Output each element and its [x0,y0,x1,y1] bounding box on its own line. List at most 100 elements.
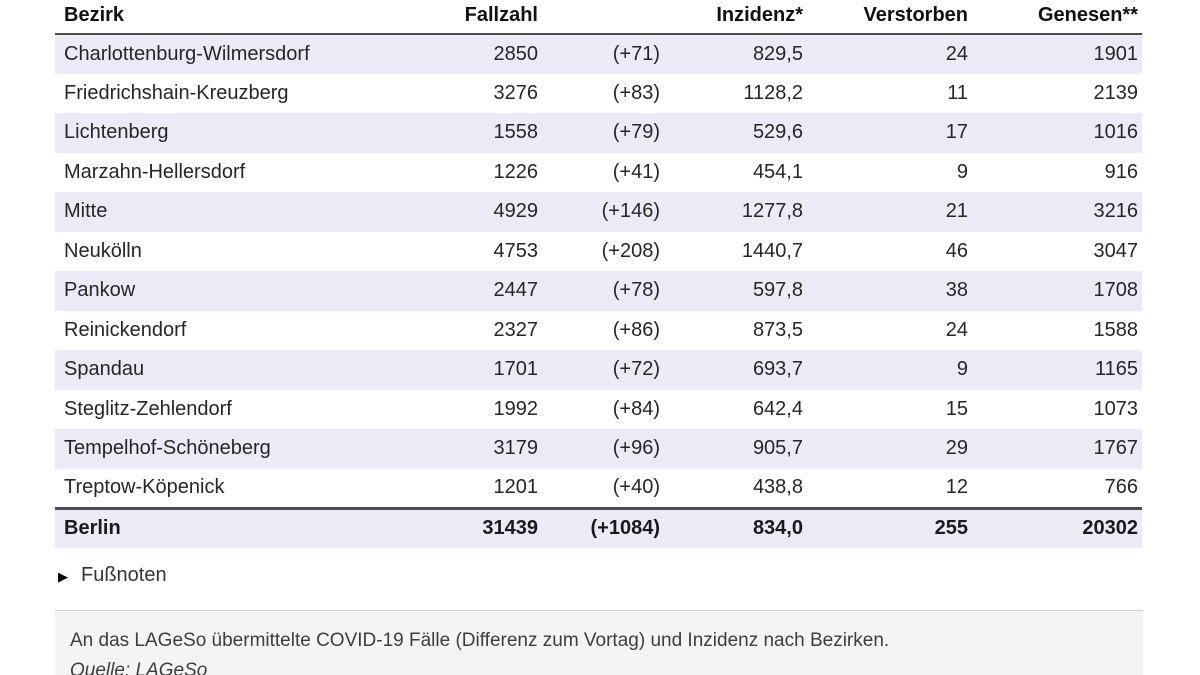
bezirk-cell: Mitte [55,192,412,232]
fallzahl-cell: 1992 [493,397,539,420]
fallzahl-cell: 1226 [493,160,539,183]
inzidenz-cell: 438,8 [752,476,803,498]
inzidenz-cell: 597,8 [664,271,807,311]
verstorben-cell: 29 [807,429,972,469]
genesen-cell: 1901 [972,34,1142,74]
fallzahl-cell: 31439 [412,506,542,548]
genesen-cell: 2139 [1093,81,1139,104]
fallzahl-cell: 1701 [412,350,542,390]
bezirk-cell: Reinickendorf [64,318,187,341]
header-bezirk: Bezirk [55,0,412,35]
diff-cell: (+208) [601,239,660,262]
diff-cell: (+71) [542,34,664,74]
header-verstorben: Verstorben [807,0,972,35]
fallzahl-cell: 2327 [493,318,539,341]
verstorben-cell: 12 [945,476,968,498]
diff-cell: (+79) [542,113,664,153]
inzidenz-cell: 905,7 [664,429,807,469]
inzidenz-cell: 529,6 [664,113,807,153]
fallzahl-cell: 3179 [412,429,542,469]
genesen-cell: 20302 [972,506,1142,548]
inzidenz-cell: 873,5 [752,318,803,341]
caption-description: An das LAGeSo übermittelte COVID-19 Fäll… [70,629,890,651]
figure-caption: An das LAGeSo übermittelte COVID-19 Fäll… [55,609,1143,675]
bezirk-cell: Charlottenburg-Wilmersdorf [55,34,412,74]
genesen-cell: 3216 [972,192,1142,232]
genesen-cell: 766 [1104,476,1138,498]
verstorben-cell: 11 [947,81,968,104]
inzidenz-cell: 693,7 [664,350,807,390]
diff-cell: (+84) [612,397,660,420]
diff-cell: (+41) [612,160,660,183]
genesen-cell: 1708 [972,271,1142,311]
verstorben-cell: 24 [807,34,972,74]
table-row: Reinickendorf 2327 (+86) 873,5 24 1588 [55,311,1142,351]
diff-cell: (+1084) [542,506,664,548]
diff-cell: (+96) [542,429,664,469]
bezirk-cell: Marzahn-Hellersdorf [64,160,246,183]
fallzahl-cell: 4929 [412,192,542,232]
inzidenz-cell: 1440,7 [741,239,803,262]
table-row: Steglitz-Zehlendorf 1992 (+84) 642,4 15 … [55,390,1142,430]
diff-cell: (+146) [542,192,664,232]
verstorben-cell: 21 [807,192,972,232]
verstorben-cell: 9 [956,160,968,183]
inzidenz-cell: 834,0 [664,506,807,548]
table-row: Charlottenburg-Wilmersdorf 2850 (+71) 82… [55,34,1142,74]
verstorben-cell: 255 [807,506,972,548]
fallzahl-cell: 2447 [412,271,542,311]
bezirk-cell: Spandau [55,350,412,390]
table-header-row: Bezirk Fallzahl Inzidenz* Verstorben Gen… [55,0,1142,35]
verstorben-cell: 24 [945,318,968,341]
genesen-cell: 1767 [972,429,1142,469]
footnotes-toggle[interactable]: ▶ Fußnoten [58,564,1200,588]
verstorben-cell: 38 [807,271,972,311]
fallzahl-cell: 1558 [412,113,542,153]
table-row: Treptow-Köpenick 1201 (+40) 438,8 12 766 [55,469,1142,509]
header-genesen: Genesen** [972,0,1142,35]
diff-cell: (+78) [542,271,664,311]
total-row-berlin: Berlin 31439 (+1084) 834,0 255 20302 [55,506,1142,548]
verstorben-cell: 46 [945,239,968,262]
bezirk-cell: Lichtenberg [55,113,412,153]
bezirk-cell: Neukölln [64,239,142,262]
fallzahl-cell: 2850 [412,34,542,74]
header-fallzahl: Fallzahl [412,0,542,35]
table-row: Spandau 1701 (+72) 693,7 9 1165 [55,350,1142,390]
diff-cell: (+86) [612,318,660,341]
bezirk-cell: Friedrichshain-Kreuzberg [64,81,289,104]
table-row: Pankow 2447 (+78) 597,8 38 1708 [55,271,1142,311]
fallzahl-cell: 4753 [493,239,539,262]
verstorben-cell: 17 [807,113,972,153]
bezirk-cell: Berlin [55,506,412,548]
diff-cell: (+83) [612,81,660,104]
inzidenz-cell: 1277,8 [664,192,807,232]
fallzahl-cell: 1201 [493,476,539,498]
details-marker-icon: ▶ [58,568,68,584]
table-row: Friedrichshain-Kreuzberg 3276 (+83) 1128… [55,74,1142,114]
genesen-cell: 1165 [972,350,1142,390]
inzidenz-cell: 454,1 [752,160,803,183]
verstorben-cell: 15 [945,397,968,420]
footnotes-label: Fußnoten [81,564,167,586]
diff-cell: (+72) [542,350,664,390]
genesen-cell: 1016 [972,113,1142,153]
table-row: Tempelhof-Schöneberg 3179 (+96) 905,7 29… [55,429,1142,469]
genesen-cell: 1073 [1093,397,1139,420]
table-row: Lichtenberg 1558 (+79) 529,6 17 1016 [55,113,1142,153]
bezirk-cell: Tempelhof-Schöneberg [55,429,412,469]
bezirk-cell: Treptow-Köpenick [64,476,225,498]
covid-bezirk-table: Bezirk Fallzahl Inzidenz* Verstorben Gen… [55,0,1142,548]
fallzahl-cell: 3276 [493,81,539,104]
bezirk-cell: Pankow [55,271,412,311]
header-diff [542,0,664,35]
table-row: Marzahn-Hellersdorf 1226 (+41) 454,1 9 9… [55,153,1142,193]
inzidenz-cell: 829,5 [664,34,807,74]
genesen-cell: 3047 [1093,239,1139,262]
table-row: Neukölln 4753 (+208) 1440,7 46 3047 [55,232,1142,272]
header-inzidenz: Inzidenz* [664,0,807,35]
caption-source: Quelle: LAGeSo [70,659,208,675]
table-row: Mitte 4929 (+146) 1277,8 21 3216 [55,192,1142,232]
genesen-cell: 1588 [1093,318,1139,341]
